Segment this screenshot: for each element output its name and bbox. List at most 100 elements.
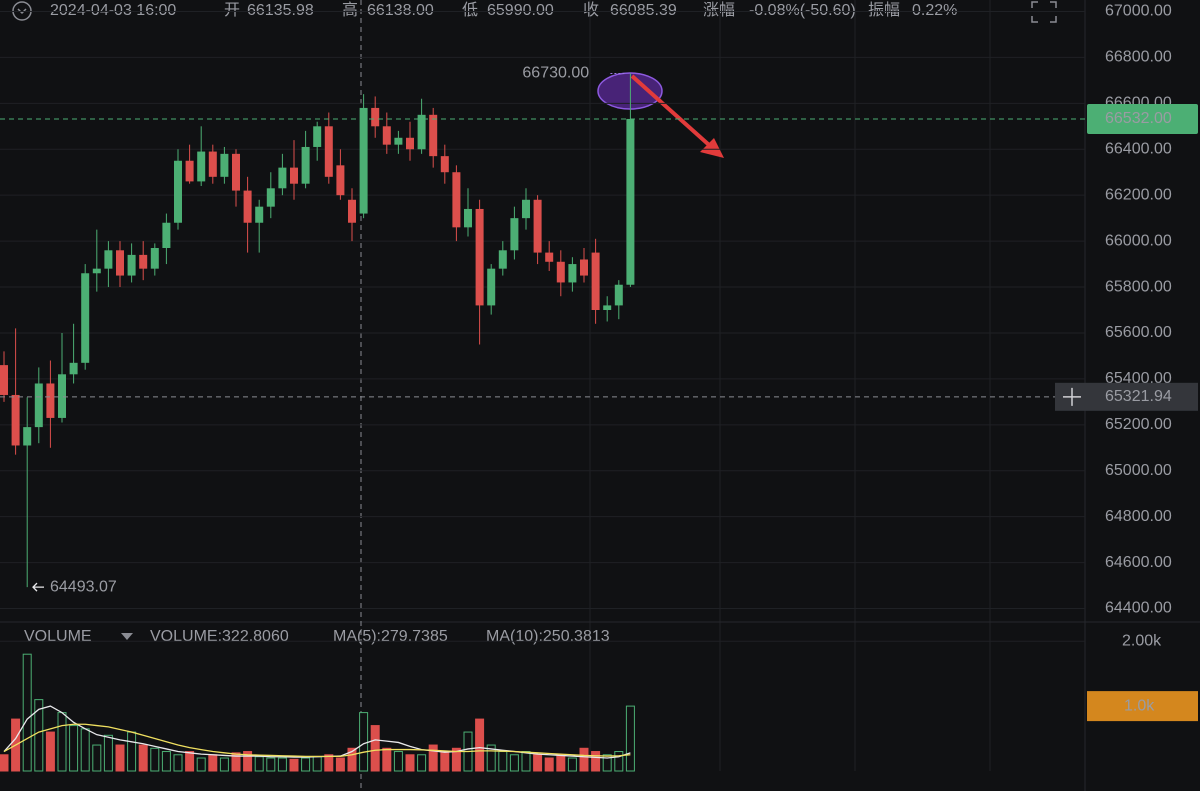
- y-tick-label: 66400.00: [1105, 140, 1172, 157]
- header-value: -0.08%(-50.60): [749, 2, 856, 19]
- volume-bar: [266, 757, 276, 772]
- volume-tick-label: 2.00k: [1122, 632, 1162, 649]
- candle-body: [417, 114, 426, 150]
- candle-body: [185, 160, 194, 182]
- candle-body: [243, 190, 252, 223]
- volume-bar: [417, 754, 427, 772]
- volume-bar: [393, 751, 403, 772]
- header-value: 66085.39: [610, 2, 677, 19]
- candle-body: [11, 394, 20, 446]
- ma-line: [3, 723, 631, 758]
- y-tick-label: 66000.00: [1105, 232, 1172, 249]
- volume-bar: [69, 725, 79, 772]
- header-value: 65990.00: [487, 2, 554, 19]
- candle-body: [58, 374, 66, 418]
- volume-bar: [324, 754, 334, 772]
- header-label: 开: [224, 2, 240, 19]
- candle-body: [382, 126, 391, 145]
- candle-body: [452, 172, 461, 228]
- volume-bar: [150, 747, 160, 772]
- volume-bar: [277, 757, 287, 772]
- volume-bar: [625, 705, 635, 772]
- last-price-label: 66532.00: [1105, 110, 1172, 127]
- candle-body: [290, 167, 298, 184]
- candle-body: [69, 362, 78, 375]
- candle-body: [92, 268, 101, 274]
- header-date: 2024-04-03 16:00: [50, 2, 176, 19]
- y-tick-label: 64800.00: [1105, 508, 1172, 525]
- candle-body: [232, 153, 240, 191]
- volume-bar: [185, 751, 195, 772]
- candle-body: [23, 427, 32, 446]
- header-value: 66135.98: [247, 2, 314, 19]
- volume-bar: [440, 751, 450, 772]
- y-tick-label: 65200.00: [1105, 416, 1172, 433]
- volume-bar: [602, 754, 612, 772]
- candle-body: [34, 383, 43, 428]
- volume-bar: [556, 754, 566, 772]
- volume-bar: [80, 728, 90, 772]
- candle-body: [580, 259, 588, 276]
- volume-bar: [254, 756, 264, 772]
- volume-bar: [614, 751, 624, 772]
- candle-body: [139, 254, 148, 269]
- volume-bar: [219, 757, 229, 772]
- volume-marker-label: 1.0k: [1124, 697, 1155, 714]
- volume-marker-box: [1087, 691, 1198, 722]
- volume-bar: [289, 758, 299, 772]
- volume-bar: [370, 725, 380, 772]
- arrow-head: [700, 138, 724, 158]
- candle-body: [394, 137, 403, 145]
- volume-title: VOLUME: [24, 628, 92, 645]
- candle-body: [266, 188, 275, 207]
- candle-body: [429, 114, 438, 157]
- volume-bar: [301, 757, 311, 772]
- volume-bar: [92, 744, 102, 772]
- high-annotation: 66730.00: [522, 65, 589, 82]
- candle-body: [556, 261, 565, 283]
- volume-bar: [486, 744, 496, 772]
- candle-body: [614, 284, 623, 306]
- volume-bar: [382, 747, 392, 772]
- volume-bar: [196, 757, 206, 772]
- candle-body: [104, 250, 113, 269]
- candle-body: [162, 222, 171, 248]
- volume-bar: [127, 731, 137, 772]
- candle-body: [255, 206, 264, 223]
- volume-bar: [34, 699, 44, 772]
- candle-body: [336, 165, 345, 196]
- y-tick-label: 65800.00: [1105, 278, 1172, 295]
- candle-body: [406, 137, 414, 150]
- volume-bar: [533, 754, 543, 772]
- volume-bar: [591, 751, 601, 772]
- header-label: 低: [462, 1, 478, 19]
- volume-bar: [208, 754, 218, 772]
- y-tick-label: 64400.00: [1105, 600, 1172, 617]
- volume-bar: [45, 731, 55, 772]
- candle-body: [278, 167, 287, 189]
- volume-bar: [115, 744, 125, 772]
- candle-body: [510, 218, 519, 251]
- y-tick-label: 65600.00: [1105, 324, 1172, 341]
- low-annotation: 64493.07: [50, 578, 117, 595]
- candle-body: [522, 199, 530, 219]
- volume-bar: [428, 744, 438, 772]
- volume-bar: [138, 744, 148, 772]
- fullscreen-icon[interactable]: [1031, 1, 1057, 23]
- y-tick-label: 66200.00: [1105, 186, 1172, 203]
- candle-body: [127, 254, 136, 276]
- candle-body: [324, 126, 333, 177]
- volume-bar: [173, 754, 183, 772]
- volume-bar: [544, 757, 554, 772]
- candle-body: [475, 208, 484, 306]
- candle-body: [487, 268, 496, 306]
- volume-bar: [103, 734, 113, 772]
- candle-body: [464, 208, 472, 228]
- candle-body: [208, 151, 217, 177]
- candle-body: [603, 305, 612, 310]
- volume-dropdown[interactable]: [121, 633, 133, 640]
- volume-bar: [567, 757, 577, 772]
- volume-bar: [347, 747, 357, 772]
- candle-body: [197, 151, 206, 182]
